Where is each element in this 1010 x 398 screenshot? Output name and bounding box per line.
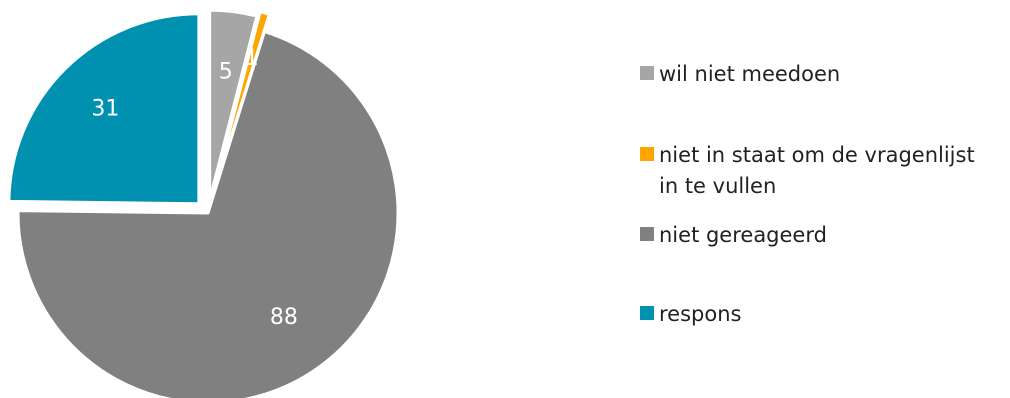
legend-label-4: respons (659, 302, 741, 326)
legend-label-3: niet gereageerd (659, 223, 827, 247)
data-label-1: 5 (219, 59, 233, 84)
pie-slice-4 (7, 12, 201, 206)
pie-data-labels: 51 88 31 (91, 46, 297, 330)
legend-swatch-2 (640, 147, 654, 161)
legend-label-1: wil niet meedoen (659, 62, 840, 86)
legend: wil niet meedoen niet in staat om de vrag… (640, 62, 975, 326)
data-label-2: 1 (245, 46, 259, 71)
legend-label-2-line-1: niet in staat om de vragenlijst (659, 143, 975, 167)
pie-slice-1 (208, 8, 259, 202)
pie-slices (7, 8, 400, 398)
pie-slice-3 (16, 30, 400, 398)
legend-swatch-3 (640, 227, 654, 241)
data-label-3: 88 (270, 305, 298, 330)
data-label-4: 31 (91, 97, 119, 122)
legend-swatch-4 (640, 306, 654, 320)
legend-label-2-line-2: in te vullen (659, 174, 776, 198)
legend-swatch-1 (640, 66, 654, 80)
